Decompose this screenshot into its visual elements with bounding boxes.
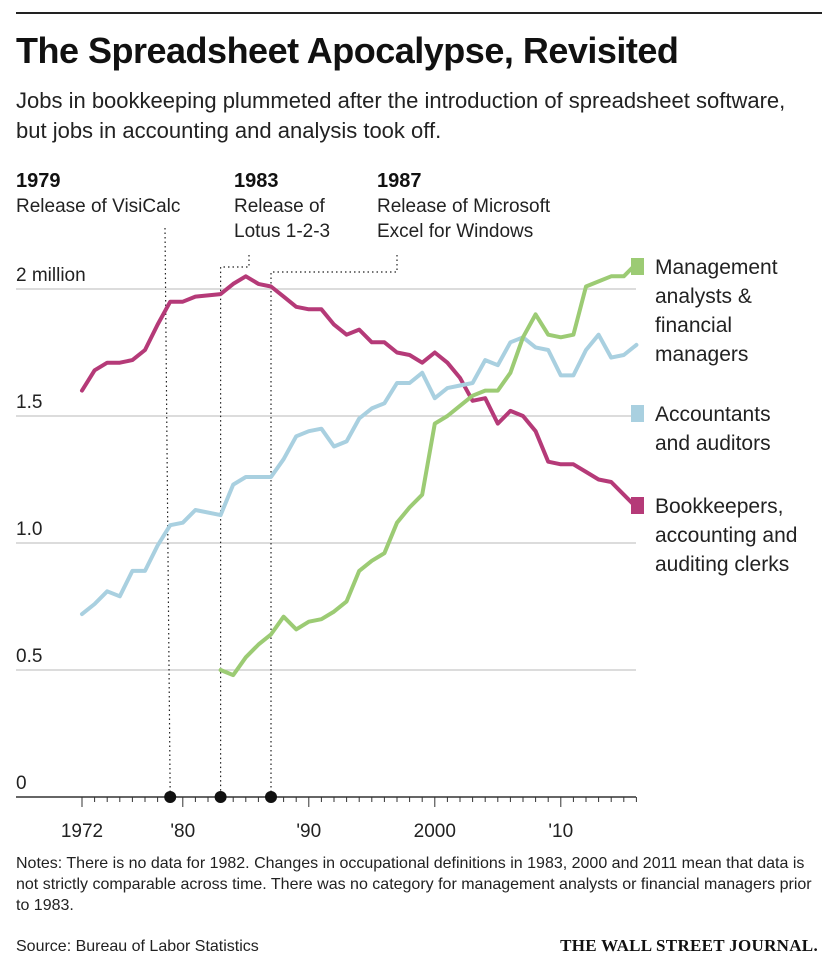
event-label: Release of Lotus 1-2-3: [234, 196, 331, 242]
event-year: 1979: [16, 170, 61, 192]
x-tick-label: '90: [296, 821, 321, 842]
top-rule: [16, 12, 822, 14]
event-excel: 1987 Release of Microsoft Excel for Wind…: [377, 168, 550, 244]
y-tick-label: 1.5: [16, 392, 42, 413]
event-label: Release of VisiCalc: [16, 196, 181, 217]
event-year: 1987: [377, 170, 422, 192]
legend-label: Bookkeepers,: [655, 495, 783, 518]
legend-swatch: [631, 497, 644, 514]
legend-label: and auditors: [655, 432, 771, 455]
legend-label: auditing clerks: [655, 553, 789, 576]
legend-label: analysts &: [655, 285, 752, 308]
legend-label: financial: [655, 314, 732, 337]
legend-swatch: [631, 405, 644, 422]
legend-label: Management: [655, 256, 778, 279]
legend-swatch: [631, 258, 644, 275]
event-marker: [265, 791, 277, 803]
legend-label: managers: [655, 343, 748, 366]
legend-label: Accountants: [655, 403, 771, 426]
chart-subtitle: Jobs in bookkeeping plummeted after the …: [16, 88, 786, 143]
x-tick-label: '10: [548, 821, 573, 842]
series-line: [80, 332, 639, 617]
x-tick-label: 1972: [61, 821, 103, 842]
y-tick-label: 0.5: [16, 646, 42, 667]
event-year: 1983: [234, 170, 279, 192]
legend-label: accounting and: [655, 524, 797, 547]
event-connector: [270, 255, 398, 797]
series-line: [80, 274, 639, 510]
series-line: [218, 261, 639, 678]
chart-source: Source: Bureau of Labor Statistics: [16, 938, 259, 955]
event-marker: [164, 791, 177, 803]
event-connector: [164, 227, 171, 798]
event-visicalc: 1979 Release of VisiCalc: [16, 168, 180, 219]
y-tick-label: 1.0: [16, 519, 42, 540]
chart-notes: Notes: There is no data for 1982. Change…: [16, 855, 812, 914]
event-label: Release of Microsoft Excel for Windows: [377, 196, 551, 242]
event-lotus: 1983 Release of Lotus 1-2-3: [234, 168, 330, 244]
x-tick-label: '80: [170, 821, 195, 842]
chart-title: The Spreadsheet Apocalypse, Revisited: [16, 30, 679, 71]
y-tick-label: 2 million: [16, 265, 86, 286]
event-marker: [214, 791, 227, 803]
x-tick-label: 2000: [414, 821, 456, 842]
y-tick-label: 0: [16, 773, 27, 794]
event-connector: [220, 255, 250, 797]
publisher-credit: THE WALL STREET JOURNAL.: [560, 936, 818, 955]
